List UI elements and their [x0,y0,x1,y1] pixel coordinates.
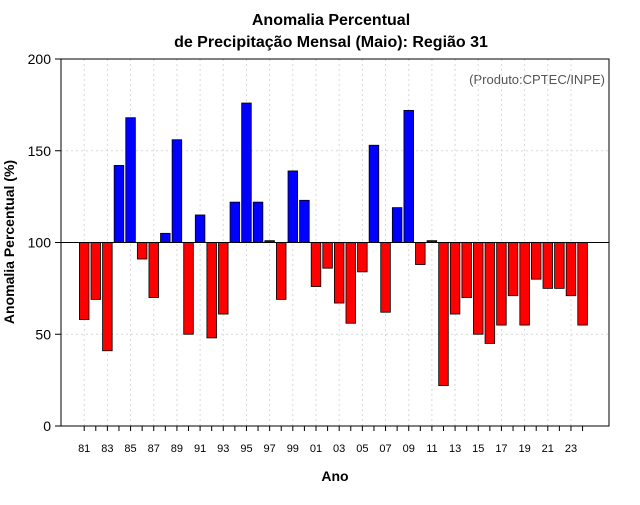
x-tick-label: 89 [171,443,183,455]
bar-04 [345,242,356,324]
bar-23 [565,242,577,297]
y-tick-label: 50 [35,326,51,342]
bar-17 [496,242,507,326]
bar-99 [287,170,299,243]
y-axis-label: Anomalia Percentual (%) [1,160,17,324]
bar-20 [531,242,542,280]
x-tick-label: 21 [542,443,554,455]
bar-01 [310,242,322,287]
x-tick-label: 13 [449,443,461,455]
x-axis-label: Ano [321,468,348,484]
x-tick-label: 97 [264,443,276,455]
x-tick-label: 01 [310,443,322,455]
chart-title-line1: Anomalia Percentual [252,12,410,29]
bar-98 [276,242,287,300]
x-tick-label: 93 [217,443,229,455]
x-tick-label: 05 [356,443,368,455]
bar-14 [461,242,472,298]
bar-12 [438,242,449,387]
bar-21 [542,242,554,289]
bar-96 [252,201,264,243]
bar-08 [391,207,403,243]
x-tick-label: 85 [124,443,136,455]
grid-lines [61,59,609,426]
bar-86 [136,242,148,260]
x-tick-label: 15 [472,443,484,455]
y-tick-label: 0 [43,418,51,434]
bars-group [79,102,588,387]
x-tick-label: 07 [379,443,391,455]
bar-92 [206,242,217,339]
y-tick-label: 200 [28,51,52,67]
bar-93 [218,242,229,315]
bar-18 [507,242,519,297]
y-tick-label: 150 [28,143,52,159]
bar-22 [554,242,565,289]
bar-03 [333,242,345,304]
bar-83 [102,242,113,352]
bar-09 [403,109,414,243]
bar-95 [241,102,252,243]
bar-85 [125,117,136,243]
x-tick-label: 83 [101,443,113,455]
y-axis: 0 50 100 150 200 [28,51,61,434]
x-tick-label: 09 [403,443,415,455]
bar-16 [484,242,496,344]
bar-07 [380,242,391,313]
bar-91 [194,214,206,243]
x-tick-label: 17 [495,443,507,455]
product-credit: (Produto:CPTEC/INPE) [469,72,605,87]
x-tick-label: 11 [426,443,437,455]
bar-15 [473,242,484,335]
bar-94 [229,201,241,243]
bar-00 [299,199,310,243]
bar-02 [322,242,333,269]
bar-81 [79,242,90,320]
bar-05 [357,242,368,273]
x-tick-label: 19 [518,443,530,455]
y-tick-label: 100 [28,235,52,251]
bar-87 [148,242,159,298]
bar-84 [113,165,125,243]
bar-06 [368,144,380,243]
bar-13 [449,242,461,315]
x-tick-label: 87 [148,443,160,455]
bar-90 [183,242,194,335]
x-tick-label: 81 [78,443,90,455]
x-tick-label: 23 [565,443,577,455]
bar-10 [415,242,426,265]
x-tick-label: 03 [333,443,345,455]
x-tick-label: 99 [287,443,299,455]
bar-19 [519,242,530,326]
x-tick-label: 91 [194,443,206,455]
bar-89 [171,139,183,243]
bar-24 [577,242,588,326]
chart-title-line2: de Precipitação Mensal (Maio): Região 31 [174,34,488,51]
bar-82 [90,242,101,300]
x-axis: 81 83 85 87 89 91 93 95 97 99 01 03 05 07 09 11 13 15 17 19… [78,426,584,455]
x-tick-label: 95 [240,443,252,455]
bar-88 [160,232,171,243]
